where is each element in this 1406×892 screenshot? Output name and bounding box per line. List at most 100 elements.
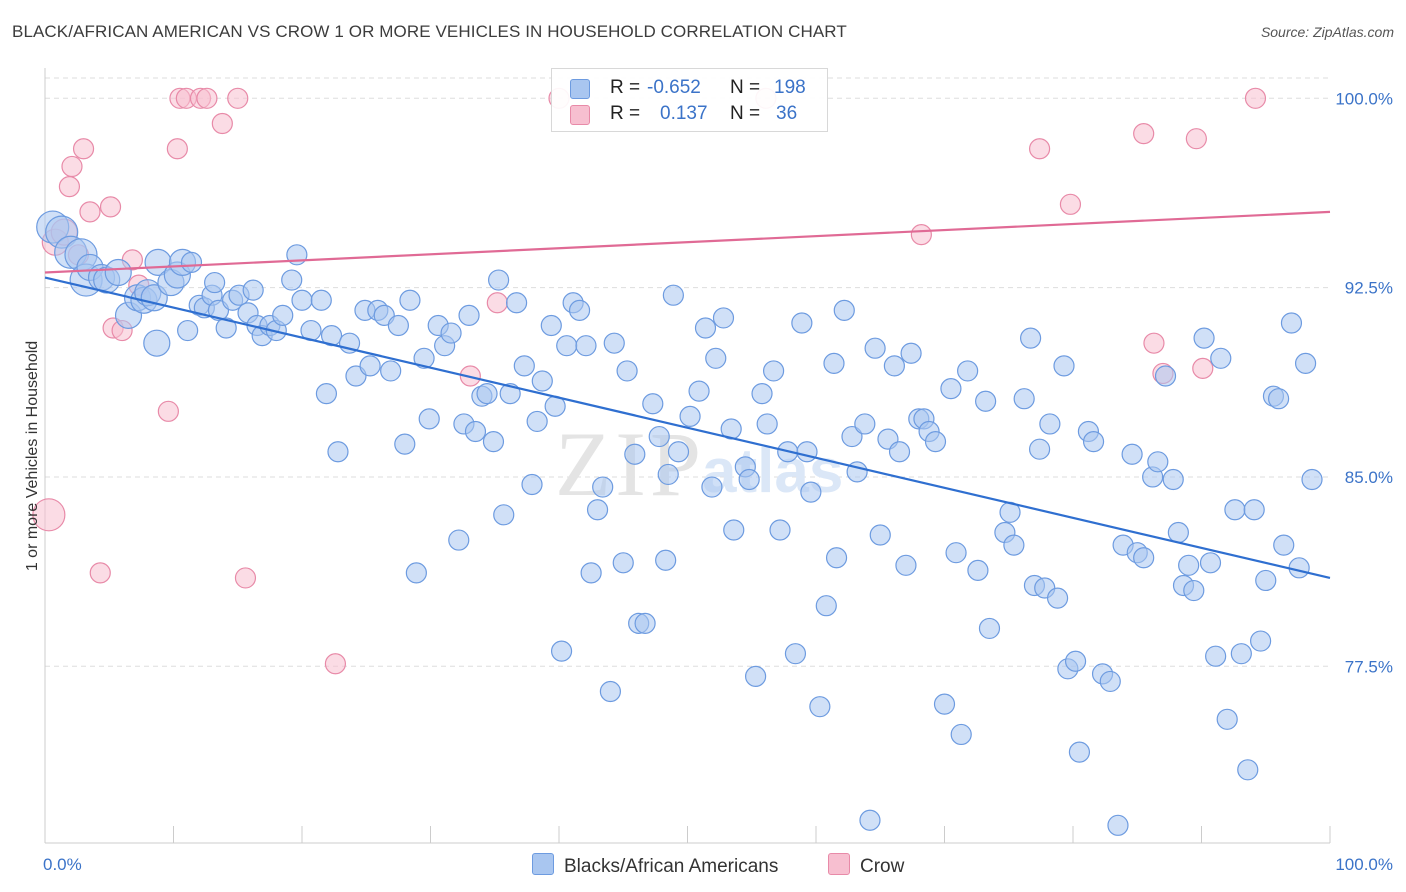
blacks-point xyxy=(586,499,609,521)
blacks-point xyxy=(476,383,498,405)
bottom-legend-swatch-pink xyxy=(828,853,850,875)
legend-r-value: -0.652 xyxy=(647,77,701,98)
blacks-point xyxy=(104,258,132,287)
blacks-point xyxy=(841,425,863,448)
blacks-point xyxy=(978,617,1001,640)
blacks-point xyxy=(177,319,199,342)
blacks-point xyxy=(612,552,634,574)
blacks-point xyxy=(394,433,416,455)
blacks-point xyxy=(291,289,313,311)
blacks-point xyxy=(940,378,962,400)
blacks-point xyxy=(809,696,831,718)
blacks-trend-line xyxy=(44,276,1331,580)
blacks-point xyxy=(648,425,670,448)
blacks-point xyxy=(616,360,638,382)
blacks-point xyxy=(823,352,845,374)
legend-swatch-blue xyxy=(570,79,590,99)
source-label: Source: ZipAtlas.com xyxy=(1260,24,1394,40)
blacks-point xyxy=(762,360,785,382)
blacks-point xyxy=(900,342,922,364)
crow-point xyxy=(1059,193,1082,215)
blacks-point xyxy=(1267,388,1290,410)
legend-row-crow: R = 0.137 N = 36 xyxy=(552,101,827,127)
watermark: ZIP atlas xyxy=(555,413,843,515)
blacks-point xyxy=(493,504,515,526)
crow-point xyxy=(99,196,122,218)
blacks-point xyxy=(1003,534,1025,556)
blacks-point xyxy=(327,441,349,463)
blacks-point xyxy=(458,304,480,326)
blacks-point xyxy=(531,370,553,392)
blacks-point xyxy=(869,524,891,546)
blacks-point xyxy=(310,289,332,311)
blacks-point xyxy=(945,542,967,564)
crow-point xyxy=(1192,357,1214,380)
blacks-point xyxy=(800,481,822,503)
crow-point xyxy=(166,138,188,160)
bottom-legend-label-crow: Crow xyxy=(860,856,905,877)
blacks-point xyxy=(1133,547,1155,569)
blacks-point xyxy=(854,413,876,435)
chart-title: BLACK/AFRICAN AMERICAN VS CROW 1 OR MORE… xyxy=(12,22,847,41)
blacks-point xyxy=(694,317,717,339)
blacks-point xyxy=(568,299,591,321)
blacks-point xyxy=(1301,468,1323,491)
blacks-point xyxy=(833,299,855,321)
blacks-point xyxy=(791,312,813,334)
bottom-legend-crow: Crow xyxy=(828,853,904,878)
blacks-point xyxy=(738,468,760,491)
crow-point xyxy=(1143,332,1165,354)
blacks-point xyxy=(440,322,462,344)
blacks-point xyxy=(1068,741,1091,763)
blacks-point xyxy=(883,355,905,377)
crow-point xyxy=(910,224,932,246)
blacks-point xyxy=(488,269,510,291)
blacks-point xyxy=(1210,347,1232,369)
crow-point xyxy=(157,400,179,422)
blacks-point xyxy=(1288,557,1310,579)
y-tick-label: 92.5% xyxy=(1345,279,1393,298)
crow-point xyxy=(1185,128,1207,150)
legend-n-label: N = xyxy=(730,77,761,98)
blacks-point xyxy=(655,549,677,571)
tick-labels: 100.0% 92.5% 85.0% 77.5% 0.0% 100.0% 1 or more… xyxy=(24,89,1393,874)
legend-swatch-pink xyxy=(570,105,590,125)
series-blacks-points xyxy=(36,210,1323,836)
blacks-point xyxy=(769,519,791,541)
blacks-point xyxy=(380,360,402,382)
blacks-point xyxy=(540,314,562,337)
blacks-point xyxy=(143,329,171,357)
crow-point xyxy=(486,292,508,314)
blacks-point xyxy=(1243,499,1265,521)
blacks-point xyxy=(1013,388,1035,410)
x-tick-label-min: 0.0% xyxy=(43,855,82,874)
x-tick-label-max: 100.0% xyxy=(1335,855,1393,874)
bottom-legend-blacks: Blacks/African Americans xyxy=(532,853,778,878)
legend-row-blacks: R = -0.652 N = 198 xyxy=(552,75,827,101)
y-tick-label: 100.0% xyxy=(1335,89,1393,108)
blacks-point xyxy=(1039,413,1061,435)
blacks-point xyxy=(215,317,237,339)
legend-n-value: 36 xyxy=(776,103,798,124)
crow-point xyxy=(32,498,66,532)
blacks-point xyxy=(662,284,684,306)
crow-point xyxy=(61,155,83,178)
blacks-point xyxy=(513,355,535,377)
blacks-point xyxy=(464,420,487,443)
blacks-point xyxy=(556,335,578,357)
blacks-point xyxy=(933,693,956,715)
blacks-point xyxy=(405,562,427,584)
y-tick-label: 85.0% xyxy=(1345,468,1393,487)
blacks-point xyxy=(550,640,573,662)
blacks-point xyxy=(895,554,917,576)
legend-n-value: 198 xyxy=(774,77,806,98)
legend-r-label: R = xyxy=(610,103,641,124)
blacks-point xyxy=(1053,355,1075,377)
y-axis-title: 1 or more Vehicles in Household xyxy=(24,341,41,571)
blacks-point xyxy=(1237,759,1259,781)
series-crow-points xyxy=(32,87,1267,675)
blacks-point xyxy=(1224,499,1246,521)
crow-point xyxy=(1133,123,1155,145)
blacks-point xyxy=(603,332,625,354)
